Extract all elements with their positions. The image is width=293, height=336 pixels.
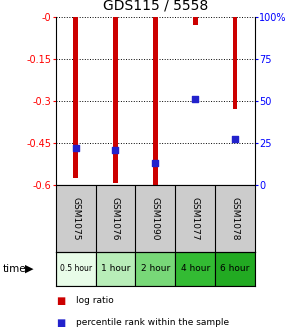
Bar — [175, 252, 215, 286]
Bar — [215, 252, 255, 286]
Text: ■: ■ — [56, 296, 65, 306]
Bar — [113, 17, 118, 183]
Text: time: time — [3, 264, 27, 274]
Bar — [135, 252, 175, 286]
Text: GSM1090: GSM1090 — [151, 197, 160, 240]
Text: GSM1078: GSM1078 — [231, 197, 239, 240]
Text: 2 hour: 2 hour — [141, 264, 170, 273]
Point — [233, 137, 237, 142]
Bar — [96, 252, 135, 286]
Text: ■: ■ — [56, 318, 65, 328]
Text: percentile rank within the sample: percentile rank within the sample — [76, 318, 229, 327]
Text: GSM1075: GSM1075 — [71, 197, 80, 240]
Text: 4 hour: 4 hour — [180, 264, 210, 273]
Bar — [73, 17, 78, 178]
Bar — [233, 17, 237, 109]
Text: log ratio: log ratio — [76, 296, 114, 305]
Text: ▶: ▶ — [25, 264, 34, 274]
Bar — [56, 252, 96, 286]
Text: 0.5 hour: 0.5 hour — [59, 264, 92, 273]
Text: GSM1076: GSM1076 — [111, 197, 120, 240]
Text: 6 hour: 6 hour — [220, 264, 250, 273]
Point — [153, 160, 158, 166]
Point — [73, 145, 78, 151]
Title: GDS115 / 5558: GDS115 / 5558 — [103, 0, 208, 13]
Bar — [153, 17, 158, 185]
Point — [113, 147, 118, 152]
Text: 1 hour: 1 hour — [101, 264, 130, 273]
Text: GSM1077: GSM1077 — [191, 197, 200, 240]
Bar — [193, 17, 197, 25]
Point — [193, 96, 197, 102]
